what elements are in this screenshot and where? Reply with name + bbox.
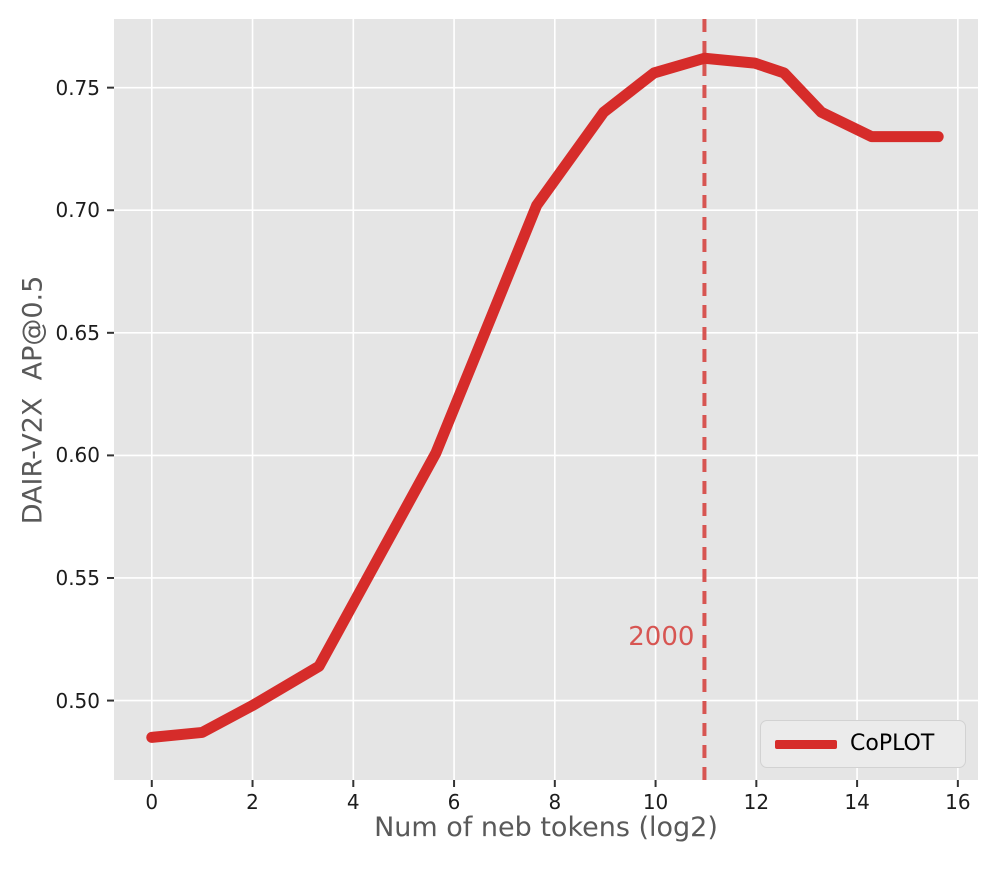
legend-line-swatch [775, 739, 837, 749]
x-tick-label: 6 [447, 790, 461, 814]
x-tick-label: 8 [548, 790, 562, 814]
x-tick-label: 12 [743, 790, 770, 814]
x-tick-label: 16 [945, 790, 971, 814]
y-axis-label: DAIR-V2X AP@0.5 [17, 275, 49, 525]
x-tick-label: 10 [642, 790, 669, 814]
x-tick-label: 14 [844, 790, 870, 814]
y-tick-label: 0.60 [55, 443, 100, 468]
legend: CoPLOT [760, 720, 966, 768]
series-line-coplot [146, 52, 944, 743]
x-tick-label: 2 [246, 790, 259, 814]
plot-area [114, 19, 978, 780]
y-tick-label: 0.70 [55, 198, 100, 223]
x-axis-label: Num of neb tokens (log2) [374, 812, 718, 843]
vline-annotation: 2000 [628, 621, 695, 652]
y-tick-label: 0.50 [55, 688, 100, 713]
y-tick-label: 0.65 [55, 320, 100, 345]
x-tick-label: 0 [145, 790, 159, 814]
legend-label: CoPLOT [850, 731, 935, 756]
y-tick-label: 0.55 [55, 565, 100, 590]
y-tick-label: 0.75 [55, 75, 100, 100]
x-tick-label: 4 [346, 790, 360, 814]
